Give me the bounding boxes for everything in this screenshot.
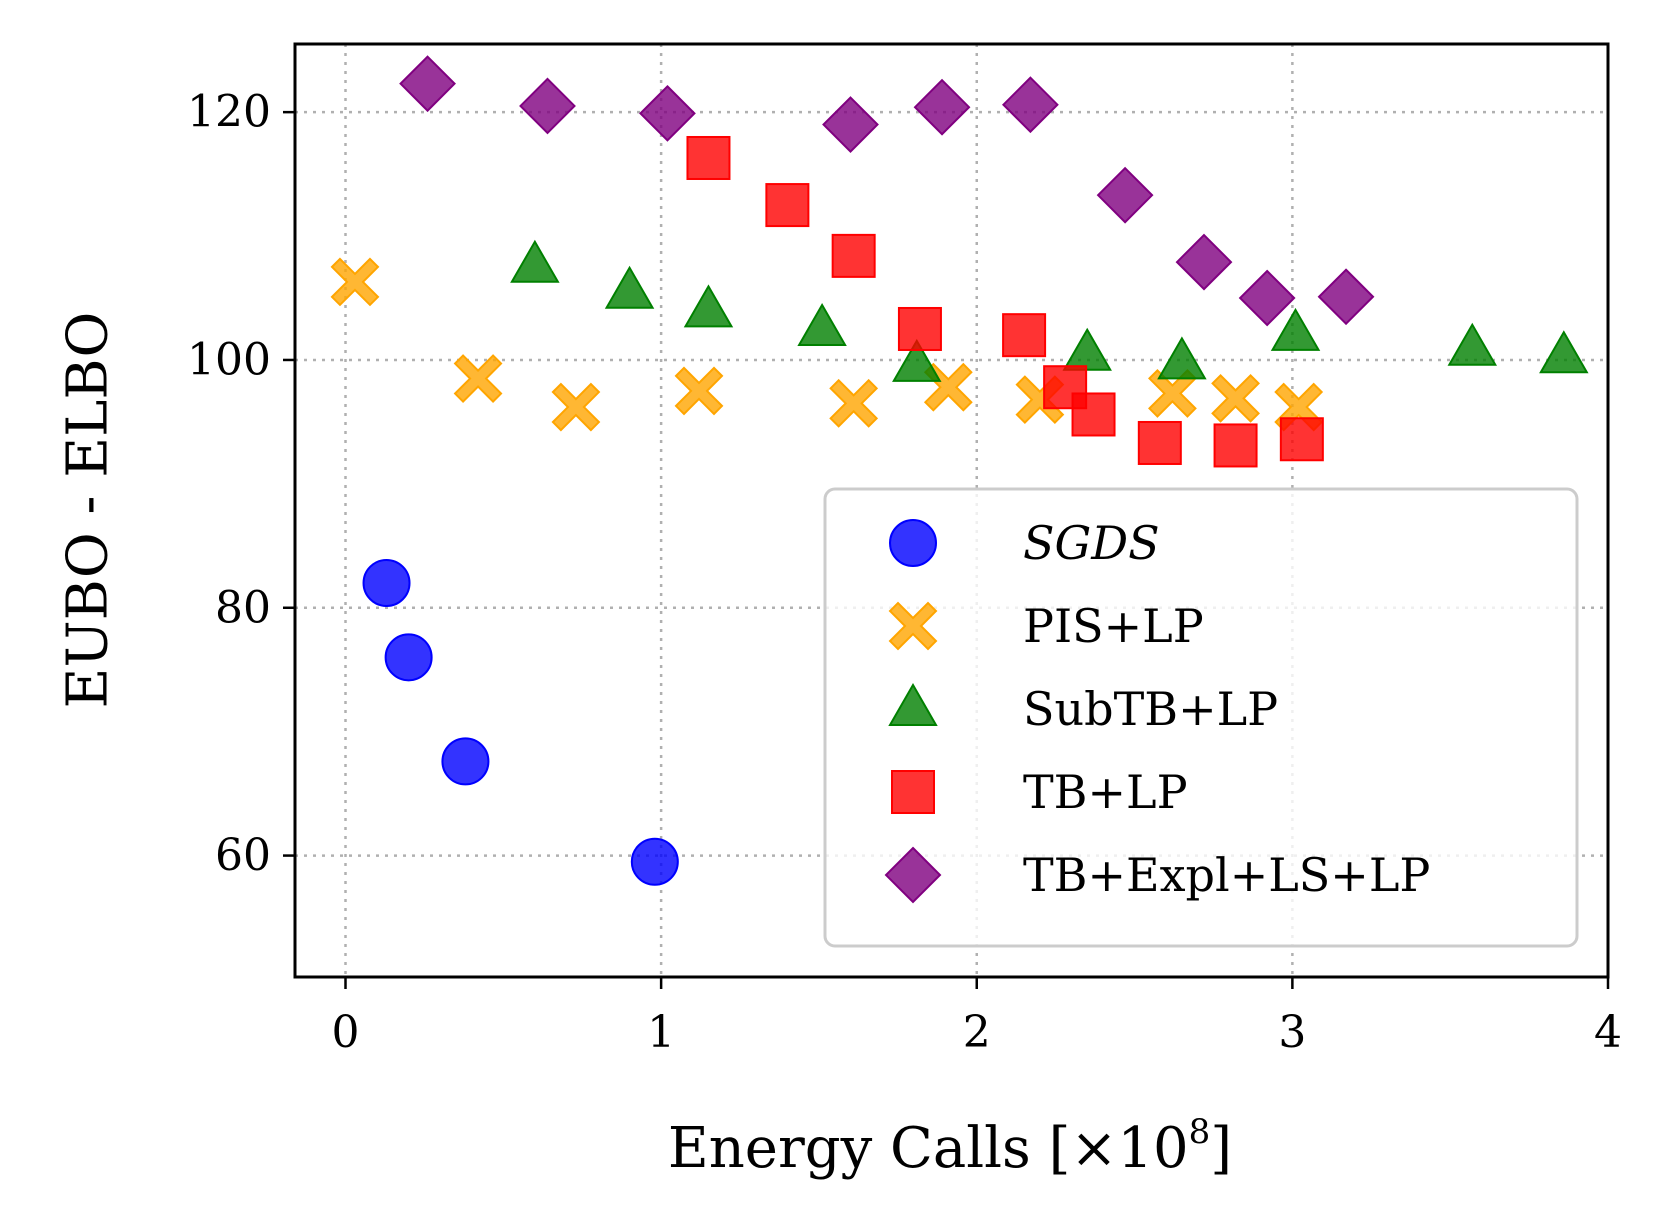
point-tb-lp — [1213, 423, 1258, 468]
point-pis-lp — [1211, 373, 1260, 423]
point-tb-expl-ls-lp — [1001, 76, 1059, 134]
x-axis-label-suffix: ] — [1210, 1116, 1232, 1181]
x-tick-label: 1 — [647, 1007, 675, 1058]
point-subtb-lp — [683, 284, 734, 328]
legend-marker-tb-lp — [891, 770, 935, 814]
x-axis-label-main: Energy Calls [×10 — [668, 1116, 1189, 1181]
point-pis-lp — [551, 382, 601, 432]
point-tb-expl-ls-lp — [1096, 166, 1154, 224]
point-tb-lp — [1279, 417, 1324, 462]
y-axis-label: EUBO - ELBO — [56, 312, 121, 709]
point-tb-lp — [1002, 313, 1047, 358]
point-pis-lp — [453, 354, 503, 403]
point-pis-lp — [829, 378, 879, 428]
point-subtb-lp — [510, 239, 560, 283]
point-subtb-lp — [604, 265, 655, 309]
legend-label-sgds: SGDS — [1023, 516, 1160, 570]
point-tb-lp — [765, 183, 810, 228]
y-tick-label: 80 — [215, 582, 271, 633]
y-tick-label: 60 — [215, 830, 271, 881]
legend-marker-sgds — [889, 519, 937, 567]
legend-label-tb-expl-ls-lp: TB+Expl+LS+LP — [1023, 848, 1430, 902]
point-subtb-lp — [1447, 322, 1498, 366]
y-tick-label: 100 — [187, 334, 271, 385]
legend-label-pis-lp: PIS+LP — [1023, 599, 1204, 653]
x-tick-label: 4 — [1594, 1007, 1622, 1058]
legend-marker-tb-expl-ls-lp — [884, 846, 942, 904]
point-pis-lp — [330, 257, 380, 307]
y-tick-label: 120 — [187, 87, 271, 138]
legend-box — [823, 487, 1579, 948]
plot-frame — [293, 42, 1610, 979]
point-subtb-lp — [1539, 330, 1589, 374]
x-axis-label: Energy Calls [×108] — [668, 1112, 1232, 1181]
point-subtb-lp — [1062, 327, 1112, 371]
point-sgds — [441, 737, 490, 786]
data-points — [330, 55, 1589, 886]
point-sgds — [362, 558, 411, 607]
x-tick-label: 2 — [963, 1007, 991, 1058]
point-sgds — [384, 633, 433, 682]
point-tb-lp — [831, 233, 876, 278]
point-subtb-lp — [797, 302, 847, 346]
point-subtb-lp — [1157, 336, 1207, 380]
x-tick-label: 0 — [332, 1007, 360, 1058]
point-tb-expl-ls-lp — [1238, 269, 1296, 327]
x-axis-label-exponent: 8 — [1189, 1112, 1211, 1152]
legend-label-subtb-lp: SubTB+LP — [1023, 682, 1278, 736]
legend-label-tb-lp: TB+LP — [1023, 765, 1188, 819]
point-tb-expl-ls-lp — [822, 96, 879, 153]
point-tb-expl-ls-lp — [1317, 268, 1375, 326]
point-tb-lp — [1071, 392, 1116, 437]
axis-ticks: 0 1 2 3 4 60 80 100 120 — [187, 87, 1622, 1058]
point-tb-expl-ls-lp — [399, 55, 456, 113]
point-tb-lp — [1137, 420, 1182, 465]
point-subtb-lp — [892, 338, 942, 382]
point-sgds — [630, 837, 679, 886]
point-tb-lp — [686, 135, 731, 180]
legend-marker-pis-lp — [888, 601, 938, 651]
point-tb-expl-ls-lp — [1175, 233, 1233, 291]
point-tb-expl-ls-lp — [913, 78, 971, 136]
point-tb-expl-ls-lp — [639, 84, 696, 142]
x-tick-label: 3 — [1278, 1007, 1306, 1058]
point-pis-lp — [674, 366, 724, 416]
point-tb-expl-ls-lp — [519, 77, 576, 135]
legend: SGDS PIS+LP SubTB+LP TB+LP TB+Expl+LS+LP — [823, 487, 1579, 948]
point-tb-lp — [897, 306, 942, 351]
legend-marker-subtb-lp — [888, 682, 938, 726]
point-subtb-lp — [1270, 307, 1321, 351]
